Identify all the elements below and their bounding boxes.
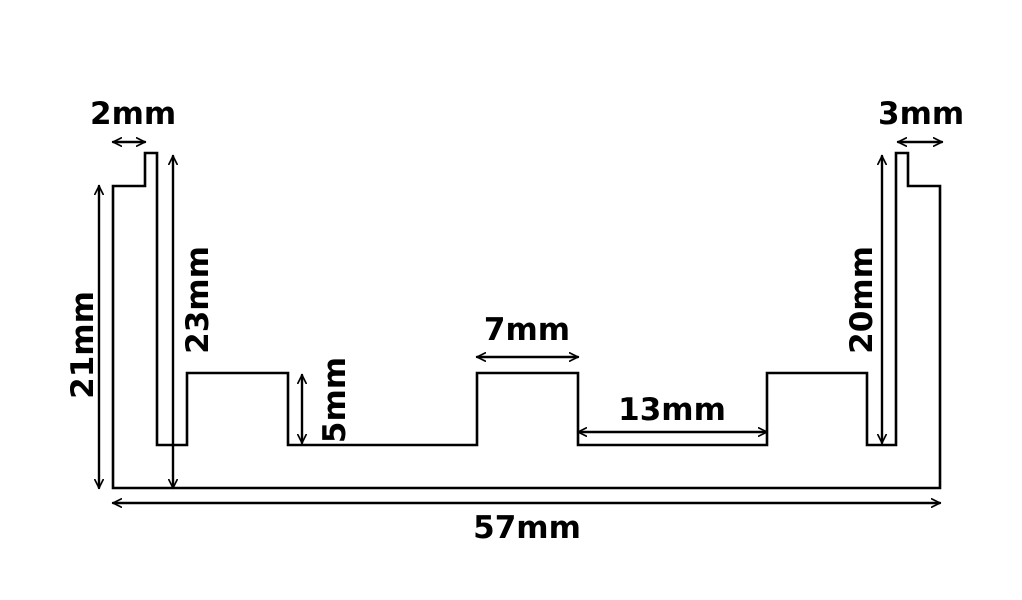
- profile-outline: [111, 151, 942, 490]
- label-middle-tab-width: 7mm: [484, 312, 570, 348]
- label-top-right-width: 3mm: [878, 96, 964, 132]
- label-pocket-depth: 5mm: [317, 357, 353, 443]
- label-left-inner-height: 23mm: [180, 246, 216, 354]
- label-left-outer-height: 21mm: [65, 291, 101, 399]
- label-total-width: 57mm: [473, 510, 581, 546]
- label-gap-width: 13mm: [618, 392, 726, 428]
- label-top-left-width: 2mm: [90, 96, 176, 132]
- label-right-inner-height: 20mm: [844, 246, 880, 354]
